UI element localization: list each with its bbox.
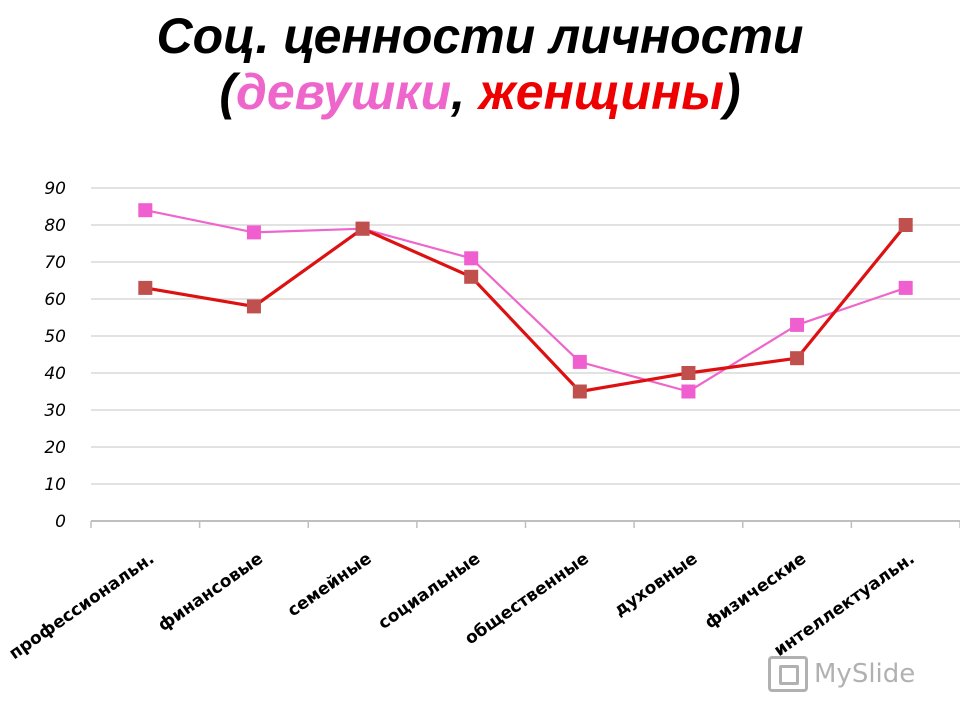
chart-title: Соц. ценности личности (девушки, женщины… [0, 8, 960, 120]
y-tick-label: 70 [44, 253, 66, 273]
data-point-series-1 [246, 225, 261, 240]
y-tick-label: 80 [44, 216, 66, 236]
title-comma: , [451, 64, 479, 120]
title-open-paren: ( [219, 64, 236, 120]
data-point-series-1 [464, 251, 479, 266]
y-axis-ticks: 0 10 20 30 40 50 60 70 80 90 [44, 179, 66, 532]
data-point-series-2 [790, 351, 805, 366]
data-point-series-2 [246, 299, 261, 314]
x-axis-ticks: профессиональн.финансовые семейные социаль… [6, 549, 919, 664]
x-tick-label: профессиональн. [6, 549, 159, 664]
data-point-series-2 [681, 366, 696, 380]
series-group [138, 203, 913, 399]
title-line-1: Соц. ценности личности [156, 8, 804, 64]
watermark-logo: MySlide [768, 654, 928, 694]
x-tick-label: финансовые [154, 549, 266, 636]
data-point-series-1 [138, 203, 153, 218]
data-point-series-2 [464, 269, 479, 284]
x-axis [90, 520, 960, 528]
y-tick-label: 40 [44, 364, 66, 384]
data-point-series-2 [355, 221, 370, 236]
x-tick-label: социальные [375, 549, 484, 634]
watermark-text: MySlide [814, 659, 916, 689]
data-point-series-2 [572, 384, 587, 399]
data-point-series-1 [681, 384, 696, 399]
series-line-1 [145, 209, 907, 393]
x-tick-label: семейные [284, 549, 375, 621]
y-tick-label: 50 [44, 327, 66, 347]
y-tick-label: 20 [44, 438, 66, 458]
data-point-series-1 [790, 317, 805, 332]
data-point-series-2 [898, 218, 913, 232]
series-line-2 [145, 223, 907, 394]
data-point-series-1 [898, 280, 913, 295]
x-tick-label: физические [701, 549, 810, 634]
data-point-series-2 [138, 280, 153, 295]
slide-logo-icon [768, 656, 808, 692]
data-point-series-1 [572, 354, 587, 369]
grid-lines [91, 187, 960, 485]
y-tick-label: 60 [44, 290, 66, 310]
y-tick-label: 0 [55, 512, 66, 532]
x-tick-label: духовные [610, 549, 701, 621]
title-close-paren: ) [724, 64, 741, 120]
y-tick-label: 90 [44, 179, 66, 199]
title-line-2: (девушки, женщины) [0, 64, 960, 120]
y-tick-label: 30 [44, 401, 66, 421]
y-tick-label: 10 [44, 475, 66, 495]
title-women: женщины [478, 64, 724, 120]
title-girls: девушки [236, 64, 452, 120]
